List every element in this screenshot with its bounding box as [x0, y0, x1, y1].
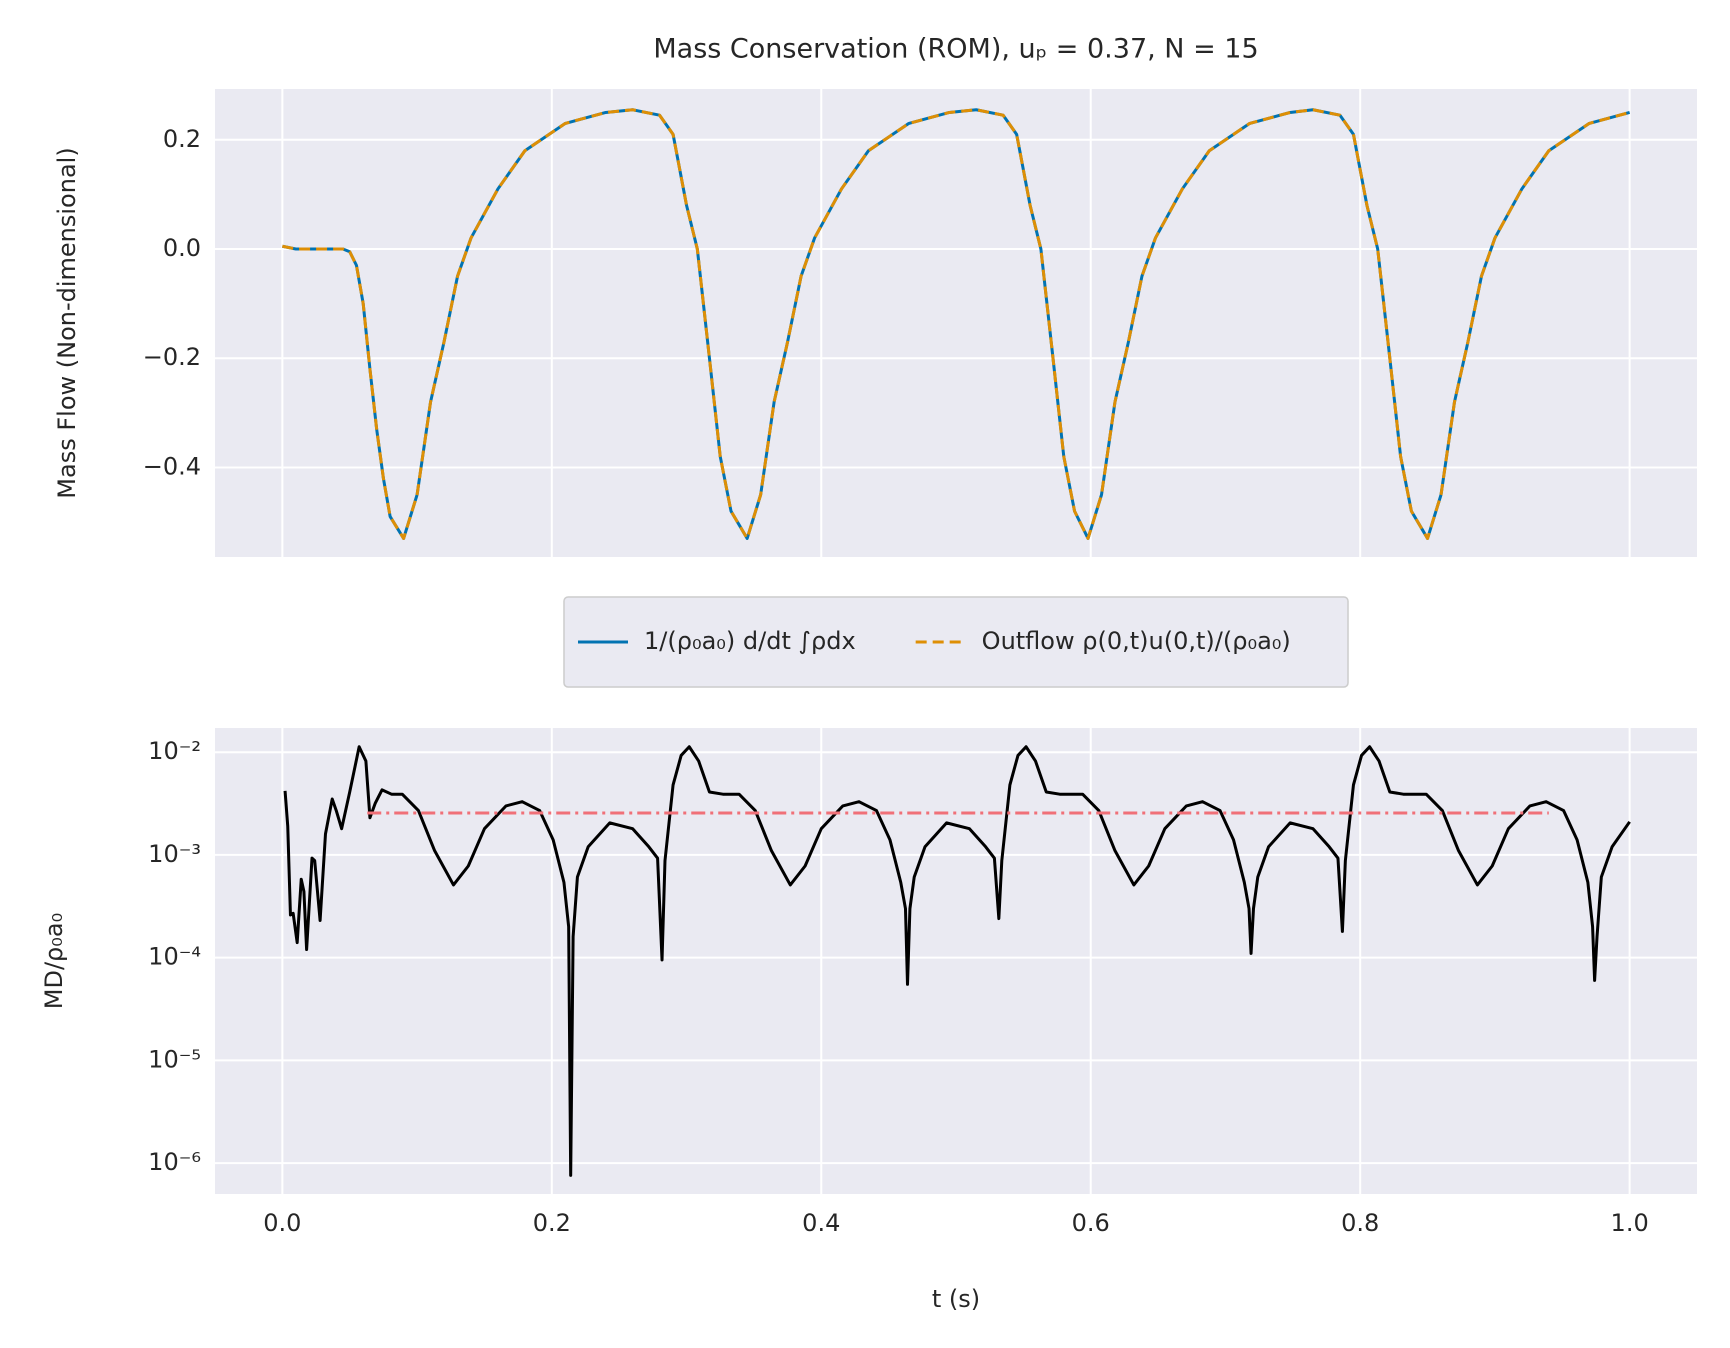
plot-lines: [282, 108, 1631, 540]
x-tick-label: 0.2: [533, 1209, 571, 1237]
y-tick-label: 10⁻²: [148, 737, 201, 765]
series-line: [283, 745, 1631, 1177]
y-axis-label: MD/ρ₀a₀: [40, 913, 68, 1009]
plot-area: [215, 728, 1697, 1194]
legend-label: 1/(ρ₀a₀) d/dt ∫ρdx: [644, 627, 856, 655]
x-tick-label: 0.4: [802, 1209, 840, 1237]
y-axis-label: Mass Flow (Non-dimensional): [53, 147, 81, 498]
x-axis-label: t (s): [932, 1285, 980, 1313]
chart-title: Mass Conservation (ROM), uₚ = 0.37, N = …: [653, 34, 1258, 65]
x-tick-label: 0.0: [263, 1209, 301, 1237]
plot-lines: [283, 745, 1631, 1177]
series-line: [282, 108, 1631, 540]
y-tick-label: 10⁻⁶: [148, 1148, 201, 1176]
y-tick-label: 10⁻⁴: [148, 943, 201, 971]
y-tick-label: 0.2: [163, 125, 201, 153]
x-tick-label: 0.6: [1072, 1209, 1110, 1237]
x-tick-label: 1.0: [1611, 1209, 1649, 1237]
legend-label: Outflow ρ(0,t)u(0,t)/(ρ₀a₀): [982, 627, 1291, 655]
x-tick-label: 0.8: [1341, 1209, 1379, 1237]
y-tick-label: 0.0: [163, 234, 201, 262]
y-tick-label: 10⁻⁵: [148, 1045, 201, 1073]
plot-area: [215, 89, 1697, 557]
y-tick-label: 10⁻³: [148, 840, 201, 868]
y-tick-label: −0.2: [143, 343, 201, 371]
y-tick-label: −0.4: [143, 452, 201, 480]
